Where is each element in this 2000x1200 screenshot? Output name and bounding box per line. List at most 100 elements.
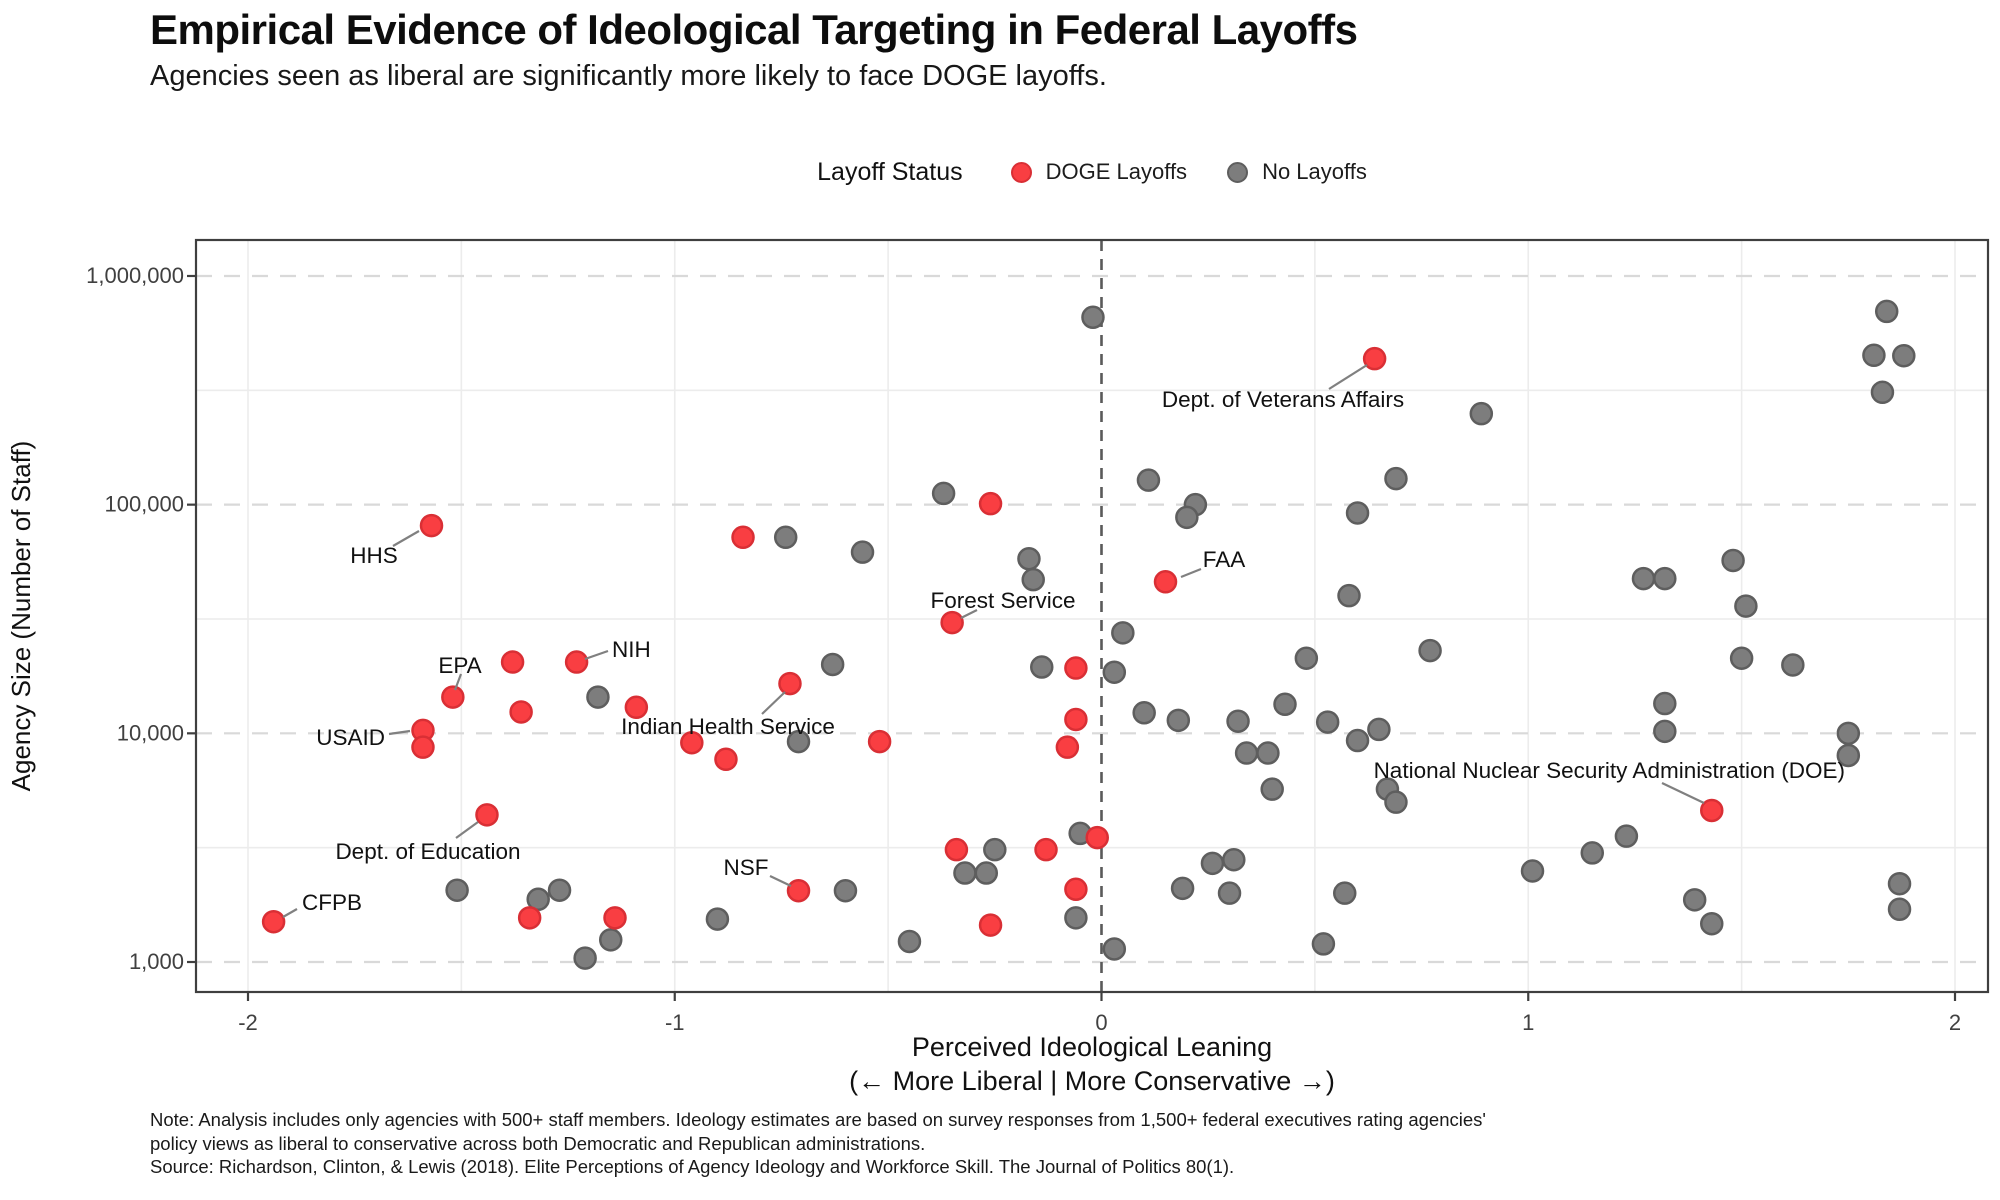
- annotation-label: USAID: [316, 725, 385, 750]
- data-point-no-layoffs: [1111, 621, 1135, 645]
- legend-item-label: DOGE Layoffs: [1045, 159, 1188, 184]
- data-point-no-layoffs: [1200, 851, 1225, 876]
- x-tick-label: -1: [665, 1010, 685, 1035]
- data-point-doge-layoffs: [517, 906, 542, 930]
- data-point-no-layoffs: [1315, 710, 1340, 734]
- data-point-indian-health-service: [778, 671, 802, 696]
- data-point-no-layoffs: [1653, 719, 1677, 744]
- data-point-no-layoffs: [1294, 646, 1319, 670]
- annotation-label: NSF: [724, 855, 769, 880]
- annotation-leader-line: [769, 875, 792, 887]
- annotation-leader-line: [453, 673, 463, 691]
- data-point-doge-layoffs: [603, 906, 627, 930]
- x-axis-title-line1: Perceived Ideological Leaning: [912, 1032, 1272, 1062]
- data-point-doge-layoffs: [509, 700, 533, 724]
- annotation-leader-line: [1328, 364, 1368, 390]
- data-point-no-layoffs: [1682, 888, 1707, 912]
- data-point-nsf: [786, 878, 811, 903]
- data-point-dept-of-education: [475, 803, 499, 827]
- data-point-no-layoffs: [1721, 548, 1745, 573]
- annotation-leader-line: [584, 649, 609, 661]
- x-tick-label: 0: [1095, 1010, 1107, 1035]
- y-axis-title: Agency Size (Number of Staff): [6, 441, 36, 792]
- data-point-no-layoffs: [586, 685, 610, 709]
- note-line2: policy views as liberal to conservative …: [150, 1132, 926, 1154]
- legend-title: Layoff Status: [817, 157, 963, 186]
- annotation-label: Dept. of Veterans Affairs: [1162, 387, 1404, 412]
- data-point-no-layoffs: [1580, 841, 1605, 865]
- data-point-no-layoffs: [1781, 653, 1805, 677]
- data-point-nih: [564, 650, 589, 674]
- data-point-no-layoffs: [1887, 871, 1912, 896]
- annotation-label: Dept. of Education: [335, 839, 520, 864]
- data-point-no-layoffs: [1260, 777, 1284, 801]
- data-point-no-layoffs: [1217, 881, 1242, 905]
- data-point-no-layoffs: [974, 861, 999, 885]
- source-line: Source: Richardson, Clinton, & Lewis (20…: [150, 1156, 1235, 1177]
- data-point-national-nuclear-security-administration-doe-: [1700, 798, 1724, 823]
- data-point-no-layoffs: [573, 946, 597, 970]
- plot-frame: [194, 238, 1990, 994]
- data-point-no-layoffs: [1222, 847, 1246, 872]
- data-point-no-layoffs: [1418, 638, 1442, 663]
- data-point-no-layoffs: [445, 878, 469, 902]
- annotation-label: National Nuclear Security Administration…: [1374, 758, 1845, 783]
- data-point-no-layoffs: [1311, 932, 1336, 956]
- data-point-no-layoffs: [1729, 646, 1754, 670]
- data-point-no-layoffs: [1345, 501, 1370, 525]
- data-point-no-layoffs: [1273, 692, 1297, 717]
- data-point-no-layoffs: [1892, 343, 1916, 368]
- data-point-no-layoffs: [983, 837, 1007, 862]
- data-point-hhs: [419, 513, 444, 538]
- y-tick-label: 1,000: [129, 949, 184, 974]
- data-point-no-layoffs: [1234, 741, 1259, 765]
- data-point-epa: [441, 685, 465, 709]
- legend-item-doge-layoffs: DOGE Layoffs: [1010, 159, 1188, 185]
- data-point-no-layoffs: [773, 525, 798, 550]
- data-point-dept-of-veterans-affairs: [1362, 346, 1387, 371]
- no-layoffs-dot-icon: [1227, 161, 1249, 183]
- data-point-no-layoffs: [820, 652, 845, 677]
- y-tick-label: 1,000,000: [86, 263, 184, 288]
- data-point-no-layoffs: [1653, 566, 1677, 591]
- data-point-no-layoffs: [1226, 709, 1250, 733]
- annotation-leader-line: [282, 908, 298, 918]
- data-point-doge-layoffs: [731, 525, 755, 550]
- data-point-doge-layoffs: [714, 747, 738, 772]
- data-point-no-layoffs: [1631, 566, 1656, 591]
- data-point-doge-layoffs: [944, 837, 969, 862]
- data-point-no-layoffs: [1256, 741, 1280, 765]
- data-point-no-layoffs: [1653, 691, 1677, 716]
- data-point-no-layoffs: [833, 878, 858, 903]
- annotation-leader-line: [392, 530, 420, 547]
- legend-item-no-layoffs: No Layoffs: [1227, 159, 1367, 185]
- data-point-no-layoffs: [1102, 937, 1127, 961]
- annotation-label: Indian Health Service: [621, 714, 835, 739]
- legend-item-label: No Layoffs: [1262, 159, 1367, 184]
- data-point-no-layoffs: [1836, 743, 1861, 768]
- data-point-no-layoffs: [1384, 790, 1408, 814]
- data-point-doge-layoffs: [1064, 877, 1088, 902]
- x-tick-label: 2: [1949, 1010, 1961, 1035]
- data-point-doge-layoffs: [680, 730, 704, 755]
- data-point-no-layoffs: [1469, 401, 1494, 426]
- annotation-leader-line: [761, 691, 786, 715]
- page-title: Empirical Evidence of Ideological Target…: [150, 6, 1358, 53]
- data-point-no-layoffs: [931, 481, 956, 506]
- x-tick-label: 1: [1522, 1010, 1534, 1035]
- data-point-no-layoffs: [1030, 655, 1054, 679]
- x-tick-label: -2: [238, 1010, 258, 1035]
- data-point-no-layoffs: [1836, 721, 1861, 746]
- doge-layoffs-dot-icon: [1010, 161, 1032, 183]
- annotation-leader-line: [1180, 567, 1202, 579]
- data-point-no-layoffs: [1021, 567, 1045, 592]
- annotation-label: FAA: [1203, 547, 1246, 572]
- data-point-doge-layoffs: [1034, 837, 1058, 862]
- data-point-doge-layoffs: [978, 913, 1003, 937]
- annotation-label: CFPB: [302, 890, 362, 915]
- annotation-leader-line: [1661, 782, 1705, 804]
- data-point-no-layoffs: [1166, 708, 1191, 733]
- data-point-no-layoffs: [1520, 859, 1545, 883]
- data-point-no-layoffs: [1337, 583, 1361, 608]
- data-point-no-layoffs: [1734, 594, 1758, 618]
